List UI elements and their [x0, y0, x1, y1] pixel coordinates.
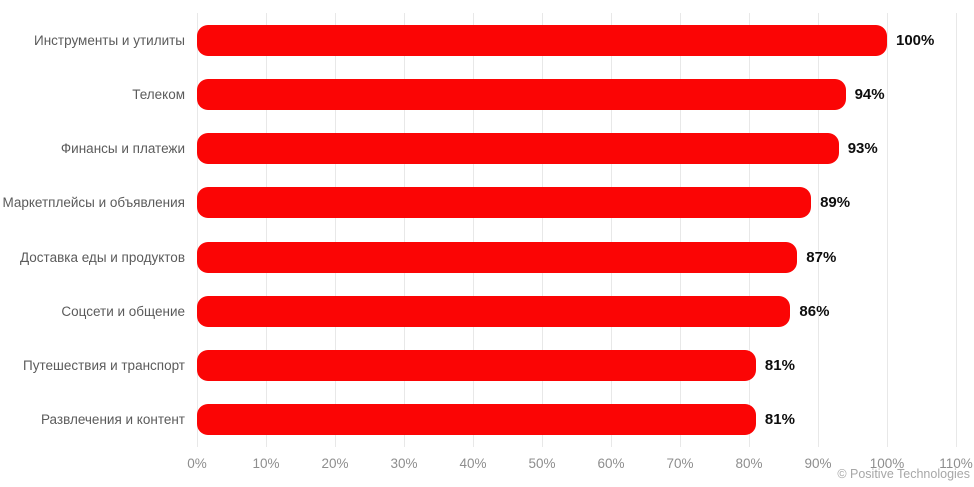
bar-row: 81% — [197, 339, 956, 393]
gridline — [818, 13, 819, 447]
x-axis-tick-label: 10% — [252, 456, 280, 471]
category-label: Инструменты и утилиты — [34, 32, 185, 48]
gridline — [611, 13, 612, 447]
bar-row: 100% — [197, 13, 956, 67]
x-axis-tick-label: 0% — [187, 456, 207, 471]
bar — [197, 350, 756, 382]
x-axis-tick-label: 60% — [597, 456, 625, 471]
bar-rows: 100% 94% 93% 89% 87% 86% 81% 81% — [197, 13, 956, 447]
value-label: 81% — [764, 411, 795, 429]
bar-row: 94% — [197, 67, 956, 121]
value-label: 87% — [806, 248, 837, 266]
gridline — [680, 13, 681, 447]
category-label: Доставка еды и продуктов — [20, 249, 185, 265]
bar-row: 81% — [197, 393, 956, 447]
bar — [197, 241, 798, 273]
bar-row: 89% — [197, 176, 956, 230]
value-label: 89% — [820, 194, 851, 212]
gridline — [335, 13, 336, 447]
bar-row: 87% — [197, 230, 956, 284]
x-axis: 0% 10% 20% 30% 40% 50% 60% 70% 80% 90% 100% 110% — [187, 447, 973, 473]
x-axis-tick-label: 50% — [528, 456, 556, 471]
x-axis-tick-label: 20% — [321, 456, 349, 471]
gridline — [887, 13, 888, 447]
value-label: 94% — [854, 85, 885, 103]
bar — [197, 404, 756, 436]
x-axis-tick-label: 30% — [390, 456, 418, 471]
category-label: Телеком — [132, 86, 185, 102]
value-label: 100% — [896, 31, 935, 49]
x-axis-tick-label: 70% — [666, 456, 694, 471]
gridline — [956, 13, 957, 447]
value-label: 81% — [764, 357, 795, 375]
bar — [197, 78, 846, 110]
category-labels-column: Инструменты и утилиты Телеком Финансы и пл… — [0, 13, 185, 447]
x-axis-tick-label: 90% — [804, 456, 832, 471]
category-label: Развлечения и контент — [41, 412, 185, 428]
bar — [197, 187, 812, 219]
gridline — [473, 13, 474, 447]
x-axis-tick-label: 110% — [939, 456, 973, 471]
category-label: Путешествия и транспорт — [23, 358, 185, 374]
gridline — [197, 13, 198, 447]
gridline — [749, 13, 750, 447]
x-axis-tick-label: 100% — [869, 456, 905, 471]
bar — [197, 295, 791, 327]
bar — [197, 133, 839, 165]
category-label: Соцсети и общение — [61, 303, 185, 319]
gridline — [404, 13, 405, 447]
category-label: Финансы и платежи — [60, 141, 185, 157]
bar — [197, 24, 887, 56]
bar-row: 93% — [197, 122, 956, 176]
x-axis-tick-label: 80% — [735, 456, 763, 471]
gridline — [266, 13, 267, 447]
value-label: 86% — [799, 302, 830, 320]
x-axis-tick-label: 40% — [459, 456, 487, 471]
bar-row: 86% — [197, 284, 956, 338]
gridline — [542, 13, 543, 447]
category-label: Маркетплейсы и объявления — [2, 195, 185, 211]
value-label: 93% — [847, 140, 878, 158]
plot-area: 100% 94% 93% 89% 87% 86% 81% 81% — [197, 13, 957, 447]
copyright-credit: © Positive Technologies — [837, 467, 970, 481]
